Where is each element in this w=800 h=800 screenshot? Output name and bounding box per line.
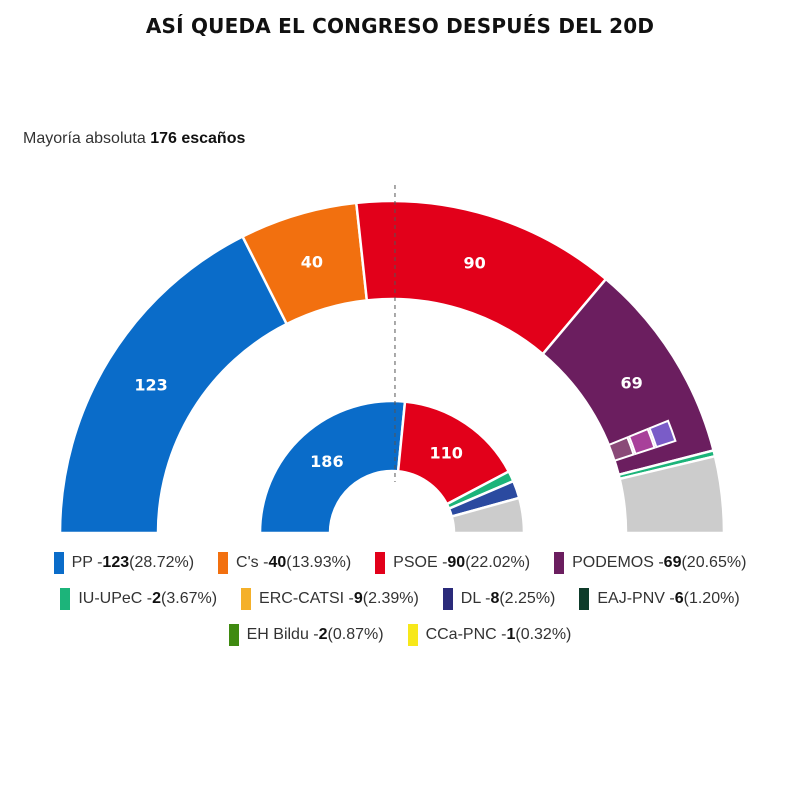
legend-swatch: [579, 588, 590, 610]
legend-party-name: IU-UPeC -: [78, 590, 153, 607]
outer-segment-pp-0: [58, 234, 289, 535]
legend-swatch: [241, 588, 252, 610]
outer-label-psoe-2: 90: [463, 253, 485, 272]
legend-row-1: PP - 123 (28.72%) C's - 40 (13.93%) PSOE -…: [0, 552, 800, 574]
legend-swatch: [53, 552, 64, 574]
legend-party-name: PSOE -: [393, 554, 448, 571]
podemos-sub-block-1: [627, 427, 656, 456]
legend-percentage: (2.39%): [362, 590, 419, 607]
legend-seats: 6: [674, 590, 684, 607]
legend-item-iu-upec-4: IU-UPeC - 2 (3.67%): [60, 588, 217, 610]
legend-seats: 123: [102, 554, 130, 571]
chart-title: ASÍ QUEDA EL CONGRESO DESPUÉS DEL 20D: [145, 14, 655, 38]
legend-row-3: EH Bildu - 2 (0.87%) CCa-PNC - 1 (0.32%): [0, 624, 800, 646]
majority-note: Mayoría absoluta 176 escaños: [23, 130, 245, 148]
podemos-sub-block-0: [607, 436, 635, 462]
legend-item-erc-catsi-5: ERC-CATSI - 9 (2.39%): [241, 588, 419, 610]
majority-label: Mayoría absoluta: [23, 130, 146, 147]
legend-seats: 90: [447, 554, 466, 571]
legend-percentage: (0.32%): [515, 626, 572, 643]
legend-party-name: ERC-CATSI -: [259, 590, 354, 607]
legend-item-c-s-1: C's - 40 (13.93%): [218, 552, 351, 574]
outer-label-pp-0: 123: [134, 376, 167, 395]
outer-ring: 123 40 90 69: [58, 199, 726, 535]
podemos-sub-block-2: [648, 419, 677, 449]
outer-segment-otros-5: [618, 454, 726, 535]
legend-item-pp-0: PP - 123 (28.72%): [53, 552, 195, 574]
legend-item-dl-6: DL - 8 (2.25%): [442, 588, 556, 610]
legend-party-name: CCa-PNC -: [425, 626, 507, 643]
legend-seats: 40: [268, 554, 287, 571]
legend-percentage: (22.02%): [465, 554, 531, 571]
legend-party-name: PODEMOS -: [572, 554, 664, 571]
legend-item-eh-bildu-8: EH Bildu - 2 (0.87%): [228, 624, 384, 646]
legend-seats: 9: [353, 590, 363, 607]
legend-party-name: DL -: [460, 590, 491, 607]
podemos-sub-blocks: [607, 419, 677, 462]
inner-label-segment-0: 186: [310, 452, 343, 471]
legend-party-name: EAJ-PNV -: [597, 590, 675, 607]
majority-value: 176 escaños: [150, 130, 246, 147]
legend-swatch: [228, 624, 239, 646]
legend-percentage: (2.25%): [499, 590, 556, 607]
legend-party-name: EH Bildu -: [246, 626, 319, 643]
legend-seats: 8: [490, 590, 500, 607]
legend-percentage: (3.67%): [161, 590, 218, 607]
legend-swatch: [442, 588, 453, 610]
inner-segment-segment-4: [450, 496, 526, 535]
legend-item-podemos-3: PODEMOS - 69 (20.65%): [554, 552, 746, 574]
legend-item-eaj-pnv-7: EAJ-PNV - 6 (1.20%): [579, 588, 740, 610]
legend-percentage: (0.87%): [327, 626, 384, 643]
legend-seats: 69: [663, 554, 682, 571]
legend-seats: 2: [152, 590, 162, 607]
legend-row-2: IU-UPeC - 2 (3.67%) ERC-CATSI - 9 (2.39%)…: [0, 588, 800, 610]
legend-swatch: [60, 588, 71, 610]
legend-percentage: (13.93%): [286, 554, 352, 571]
legend-seats: 2: [318, 626, 328, 643]
inner-label-segment-1: 110: [429, 444, 462, 463]
inner-ring: 186 110: [258, 399, 526, 535]
legend-swatch: [375, 552, 386, 574]
legend-item-cca-pnc-9: CCa-PNC - 1 (0.32%): [407, 624, 572, 646]
legend-swatch: [554, 552, 565, 574]
legend-party-name: C's -: [236, 554, 269, 571]
legend-swatch: [218, 552, 229, 574]
outer-label-c-s-1: 40: [301, 253, 323, 272]
legend-swatch: [407, 624, 418, 646]
legend-percentage: (28.72%): [129, 554, 195, 571]
legend-percentage: (1.20%): [683, 590, 740, 607]
outer-label-podemos-3: 69: [620, 373, 642, 392]
inner-segment-segment-0: [258, 399, 407, 535]
legend-party-name: PP -: [71, 554, 103, 571]
legend-item-psoe-2: PSOE - 90 (22.02%): [375, 552, 530, 574]
legend-percentage: (20.65%): [681, 554, 747, 571]
legend-seats: 1: [506, 626, 516, 643]
